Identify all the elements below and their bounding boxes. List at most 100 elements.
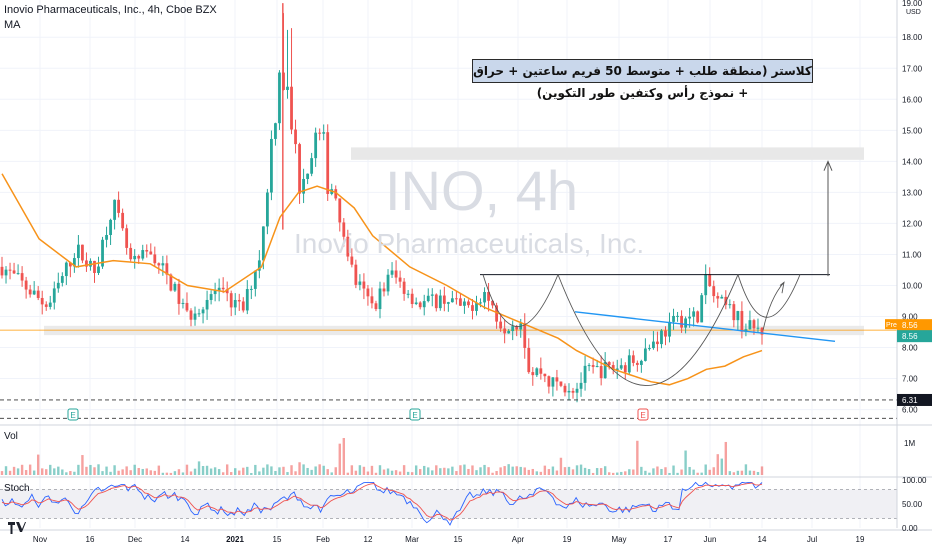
candle-body	[434, 294, 438, 309]
volume-bar	[467, 468, 470, 475]
candle-body	[209, 294, 213, 300]
volume-bar	[696, 472, 699, 475]
candle-body	[752, 320, 756, 329]
candle-body	[32, 290, 36, 295]
stoch-k-line	[1, 481, 763, 526]
volume-bar	[644, 470, 647, 475]
candle-body	[664, 330, 667, 337]
volume-bar	[193, 468, 197, 475]
candle-body	[615, 368, 619, 371]
price-tick-label: 14.00	[902, 157, 923, 166]
zones	[0, 147, 897, 336]
volume-bar	[230, 472, 233, 475]
moving-average	[1, 173, 763, 386]
volume-bar	[579, 464, 583, 475]
candle-body	[245, 289, 249, 311]
annotation-box[interactable]: كلاستر (منطقة طلب + متوسط 50 فريم ساعتين…	[472, 59, 813, 100]
candle-body	[374, 303, 378, 310]
volume-bar	[133, 464, 136, 475]
volume-bar	[234, 468, 237, 475]
volume-bar	[523, 467, 526, 475]
candle-body	[591, 365, 595, 367]
volume-bar	[97, 464, 100, 475]
volume-bar	[483, 464, 486, 475]
candle-body	[185, 302, 189, 311]
candle-body	[579, 382, 583, 389]
price-tick-label: 15.00	[902, 126, 923, 135]
candle-body	[253, 270, 257, 289]
candle-body	[378, 288, 382, 310]
volume-bar	[414, 465, 418, 475]
volume-bar	[495, 471, 498, 475]
volume-bar	[20, 464, 24, 475]
candle-body	[310, 158, 314, 174]
volume-bar	[716, 454, 719, 475]
candle-body	[563, 385, 567, 393]
projection-arrowhead	[779, 281, 785, 294]
candle-body	[720, 296, 724, 299]
earnings-marker-label: E	[70, 411, 75, 420]
volume-bar	[447, 468, 450, 475]
candle-body	[450, 298, 454, 303]
tradingview-logo[interactable]	[8, 522, 26, 540]
candle-body	[539, 368, 543, 374]
candle-body	[559, 381, 563, 386]
candle-body	[390, 270, 394, 275]
time-tick-label: 14	[758, 535, 767, 544]
pre-badge-text: Pre	[886, 322, 897, 329]
candle-body	[748, 320, 752, 330]
volume-bar	[238, 470, 241, 475]
volume-bars	[0, 438, 764, 475]
candle-body	[483, 292, 486, 303]
volume-bar	[266, 464, 269, 475]
volume-bar	[366, 471, 370, 475]
candle-body	[177, 283, 181, 304]
candle-body	[716, 296, 720, 299]
candle-body	[660, 330, 663, 345]
candle-body	[68, 262, 72, 267]
volume-bar	[431, 470, 434, 475]
volume-bar	[121, 469, 124, 475]
candle-body	[81, 244, 84, 261]
volume-bar	[370, 465, 374, 475]
candle-body	[64, 262, 68, 277]
stoch-tick-label: 0.00	[902, 524, 918, 533]
stoch-pane-label: Stoch	[4, 483, 30, 494]
candle-body	[406, 293, 410, 295]
candle-body	[551, 377, 555, 387]
candle-body	[346, 236, 350, 257]
volume-bar	[443, 467, 446, 475]
volume-bar	[65, 472, 68, 475]
candle-body	[97, 266, 100, 273]
time-tick-label: 15	[454, 535, 463, 544]
volume-bar	[189, 471, 193, 475]
candle-body	[732, 304, 736, 321]
volume-bar	[125, 466, 128, 475]
candle-body	[676, 315, 679, 317]
candle-body	[567, 390, 571, 393]
volume-bar	[740, 470, 744, 475]
volume-bar	[752, 470, 756, 475]
candle-body	[744, 329, 748, 332]
time-tick-label: 19	[856, 535, 865, 544]
volume-bar	[664, 467, 667, 475]
volume-bar	[491, 472, 494, 475]
volume-bar	[28, 464, 32, 475]
candle-body	[599, 366, 603, 379]
candle-body	[643, 348, 647, 361]
candle-body	[370, 296, 374, 304]
volume-bar	[479, 467, 482, 475]
volume-bar	[712, 467, 715, 475]
indicator-label[interactable]: MA	[4, 19, 21, 31]
volume-bar	[49, 464, 52, 475]
volume-bar	[81, 455, 84, 475]
volume-bar	[169, 472, 173, 475]
candle-body	[342, 222, 346, 237]
candle-body	[487, 292, 490, 301]
volume-bar	[36, 454, 40, 475]
volume-bar	[620, 471, 623, 475]
volume-bar	[760, 466, 764, 475]
projection-arc	[762, 282, 785, 331]
